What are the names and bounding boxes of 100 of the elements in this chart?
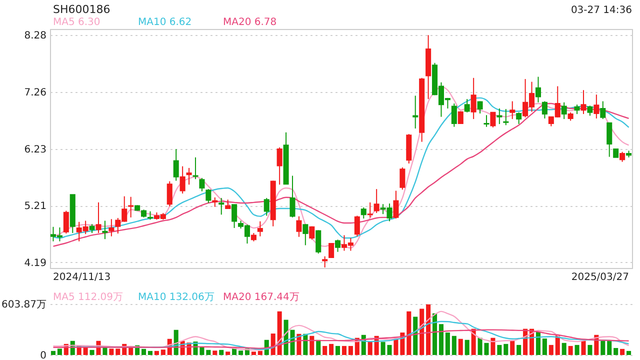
candlestick bbox=[102, 220, 108, 240]
bar bbox=[270, 334, 276, 355]
bar bbox=[212, 350, 218, 355]
text: MA10 6.62 bbox=[138, 17, 192, 28]
candlestick bbox=[470, 77, 476, 120]
bar bbox=[394, 338, 398, 355]
bar bbox=[438, 324, 444, 355]
bar bbox=[574, 344, 580, 355]
candlestick bbox=[464, 98, 470, 113]
candlestick bbox=[490, 112, 496, 128]
text: 2025/03/27 bbox=[571, 272, 629, 283]
candlestick bbox=[335, 239, 341, 252]
bar bbox=[413, 316, 418, 355]
bar bbox=[420, 308, 424, 355]
text: 2024/11/13 bbox=[53, 272, 111, 283]
bar bbox=[497, 344, 502, 355]
bar bbox=[504, 344, 508, 355]
bar bbox=[109, 348, 114, 355]
bar bbox=[406, 311, 412, 355]
candlestick bbox=[535, 76, 541, 103]
line-series bbox=[52, 310, 630, 351]
bar bbox=[251, 352, 256, 355]
bar bbox=[562, 342, 566, 355]
bar bbox=[90, 350, 94, 355]
bar bbox=[329, 344, 334, 355]
bar bbox=[277, 311, 282, 355]
bar bbox=[510, 340, 515, 355]
bar bbox=[426, 304, 431, 355]
bar bbox=[600, 340, 606, 355]
y-tick-label: 603.87万 bbox=[2, 300, 46, 310]
candlestick bbox=[232, 204, 238, 228]
candlestick bbox=[180, 166, 186, 194]
candlestick bbox=[587, 105, 593, 116]
bar bbox=[154, 350, 159, 355]
candlestick bbox=[367, 202, 373, 218]
bar bbox=[322, 346, 328, 355]
candlestick bbox=[484, 114, 490, 128]
candlestick bbox=[96, 202, 102, 234]
candlestick bbox=[212, 196, 218, 208]
bar bbox=[614, 348, 618, 355]
bar bbox=[310, 336, 314, 355]
bar bbox=[555, 336, 560, 355]
candlestick bbox=[574, 104, 580, 115]
bar bbox=[445, 332, 450, 355]
bar bbox=[219, 350, 224, 355]
chart-title: SH600186 bbox=[53, 3, 110, 16]
candlestick bbox=[264, 197, 270, 216]
bar bbox=[316, 340, 321, 355]
text: MA20 167.44万 bbox=[223, 292, 300, 303]
bar bbox=[626, 350, 632, 355]
bar bbox=[490, 338, 496, 355]
candlestick bbox=[316, 230, 322, 254]
bar bbox=[516, 344, 522, 355]
bar bbox=[116, 348, 120, 355]
bar bbox=[57, 348, 62, 355]
bar bbox=[432, 313, 438, 355]
text: MA20 6.78 bbox=[223, 17, 277, 28]
bar bbox=[568, 346, 573, 355]
candlestick bbox=[458, 110, 464, 124]
candlestick bbox=[309, 226, 315, 240]
candlestick bbox=[496, 108, 502, 125]
bar bbox=[464, 340, 470, 355]
candlestick bbox=[600, 100, 606, 120]
bar bbox=[588, 344, 592, 355]
bar bbox=[160, 350, 166, 355]
candlestick bbox=[542, 100, 548, 119]
bar bbox=[128, 347, 134, 355]
bar bbox=[336, 346, 340, 355]
candlestick bbox=[290, 175, 296, 218]
text: MA5 6.30 bbox=[53, 17, 100, 28]
candlestick bbox=[374, 188, 380, 214]
text: MA10 132.06万 bbox=[138, 292, 214, 303]
bar bbox=[536, 332, 540, 355]
text: 03-27 14:36 bbox=[570, 5, 632, 16]
y-tick-label: 7.26 bbox=[24, 87, 46, 98]
candlestick bbox=[128, 196, 134, 218]
bar bbox=[542, 338, 547, 355]
candlestick bbox=[192, 156, 198, 180]
candlestick bbox=[503, 108, 509, 126]
candlestick bbox=[354, 215, 360, 237]
bar bbox=[342, 346, 346, 355]
candlestick bbox=[63, 210, 69, 234]
bar bbox=[548, 344, 554, 355]
candlestick bbox=[276, 146, 282, 186]
line-series bbox=[52, 329, 630, 349]
candlestick bbox=[606, 122, 612, 158]
candlestick bbox=[393, 190, 399, 220]
bar bbox=[458, 338, 463, 355]
candlestick bbox=[199, 177, 205, 192]
bar bbox=[348, 346, 353, 355]
candlestick bbox=[186, 167, 192, 186]
bar bbox=[368, 341, 372, 355]
candlestick bbox=[510, 100, 516, 120]
bar bbox=[607, 340, 612, 355]
candlestick bbox=[561, 102, 567, 120]
bar bbox=[226, 352, 230, 355]
bar bbox=[50, 350, 56, 355]
candlestick bbox=[166, 180, 172, 207]
bar bbox=[620, 348, 625, 355]
y-tick-label: 8.28 bbox=[24, 30, 46, 42]
